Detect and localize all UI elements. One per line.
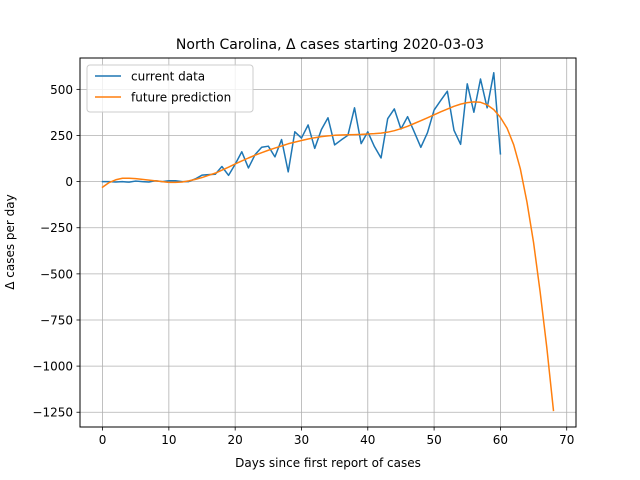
legend-box xyxy=(86,64,254,113)
y-tick-label: 250 xyxy=(50,129,73,143)
series-line-current-data xyxy=(101,72,502,183)
series-line-future-prediction xyxy=(101,101,555,412)
y-axis: −1250 −1000 −750 −500 −250 0 250 500 xyxy=(32,83,80,420)
y-tick-label: 500 xyxy=(50,83,73,97)
plot-frame xyxy=(79,57,577,428)
y-tick-label: −750 xyxy=(40,313,73,327)
y-tick-label: −500 xyxy=(40,267,73,281)
legend: current data future prediction xyxy=(86,64,254,113)
x-tick-label: 50 xyxy=(426,433,441,447)
grid xyxy=(80,58,576,427)
x-axis: 0 10 20 30 40 50 60 70 xyxy=(99,427,574,447)
x-tick-label: 10 xyxy=(161,433,176,447)
y-tick-label: −1000 xyxy=(32,360,73,374)
x-tick-label: 20 xyxy=(228,433,243,447)
x-tick-label: 70 xyxy=(559,433,574,447)
x-tick-label: 0 xyxy=(99,433,107,447)
y-tick-label: −1250 xyxy=(32,406,73,420)
x-axis-label: Days since first report of cases xyxy=(235,456,421,470)
x-tick-label: 40 xyxy=(360,433,375,447)
x-tick-label: 60 xyxy=(493,433,508,447)
chart-title: North Carolina, Δ cases starting 2020-03… xyxy=(176,37,484,53)
legend-label: current data xyxy=(131,70,205,84)
legend-label: future prediction xyxy=(131,91,231,105)
y-tick-label: 0 xyxy=(65,175,73,189)
series-layer xyxy=(101,72,555,412)
y-tick-label: −250 xyxy=(40,221,73,235)
y-axis-label: Δ cases per day xyxy=(3,194,17,290)
x-tick-label: 30 xyxy=(294,433,309,447)
